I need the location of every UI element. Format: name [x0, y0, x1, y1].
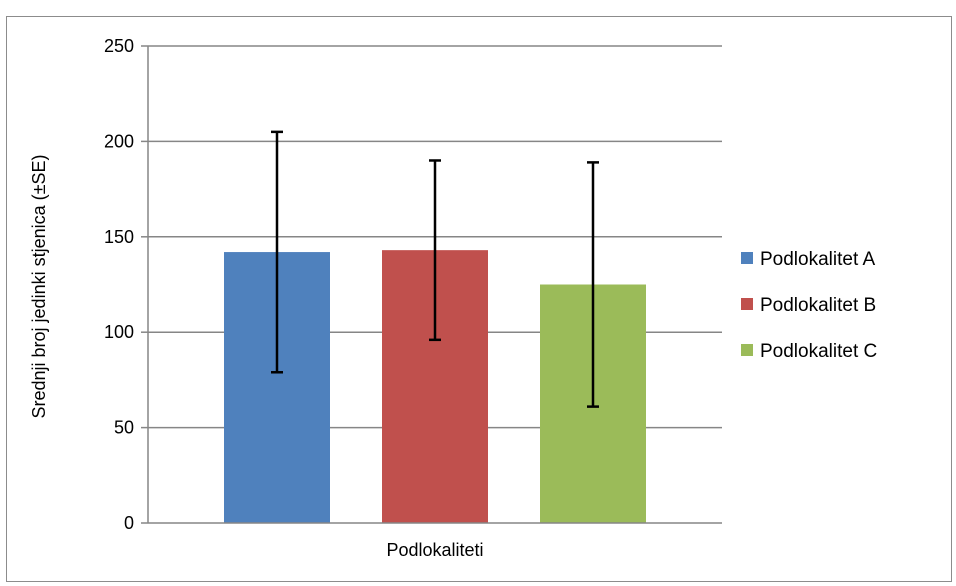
y-axis-title: Srednji broj jedinki stjenica (±SE): [29, 155, 49, 419]
legend: Podlokalitet A Podlokalitet B Podlokalitet…: [741, 249, 877, 362]
x-axis-title: Podlokaliteti: [386, 540, 483, 560]
y-tick-label: 250: [104, 36, 134, 56]
y-tick-labels: 0 50 100 150 200 250: [104, 36, 134, 533]
y-tick-label: 100: [104, 322, 134, 342]
legend-label: Podlokalitet A: [760, 249, 875, 270]
error-bar: [429, 159, 441, 342]
legend-label: Podlokalitet B: [760, 295, 876, 316]
legend-label: Podlokalitet C: [760, 341, 877, 362]
legend-swatch: [741, 344, 753, 356]
legend-item: Podlokalitet B: [741, 295, 876, 316]
error-bar: [271, 130, 283, 374]
y-tick-label: 50: [114, 418, 134, 438]
y-tick-label: 0: [124, 513, 134, 533]
legend-item: Podlokalitet A: [741, 249, 875, 270]
error-bars: [271, 130, 599, 408]
y-tick-label: 200: [104, 131, 134, 151]
axes: [147, 46, 722, 524]
legend-swatch: [741, 298, 753, 310]
error-bar: [587, 161, 599, 408]
legend-swatch: [741, 252, 753, 264]
y-tick-label: 150: [104, 227, 134, 247]
legend-item: Podlokalitet C: [741, 341, 877, 362]
